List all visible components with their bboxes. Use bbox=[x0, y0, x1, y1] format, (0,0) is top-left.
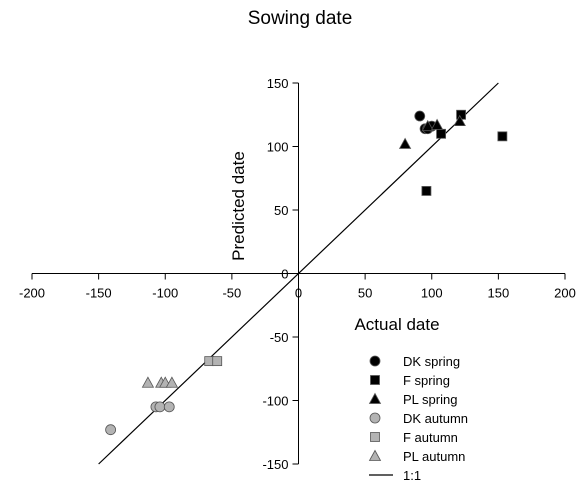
x-tick-label: -100 bbox=[152, 286, 178, 301]
x-axis-label: Actual date bbox=[354, 315, 439, 334]
legend: DK spring F spring PL spring DK autumn F aut… bbox=[368, 354, 468, 483]
y-tick-label: 100 bbox=[267, 140, 289, 155]
reference-line-group bbox=[98, 82, 499, 465]
y-tick-label: -150 bbox=[262, 457, 288, 472]
legend-label-dk-spring: DK spring bbox=[403, 354, 460, 369]
pl-autumn-point bbox=[165, 376, 179, 388]
x-tick-label: -50 bbox=[222, 286, 241, 301]
one-to-one-line bbox=[98, 82, 499, 465]
legend-marker-f-spring bbox=[370, 375, 380, 385]
x-tick-label: 100 bbox=[421, 286, 443, 301]
y-tick-label: 150 bbox=[267, 76, 289, 91]
legend-label-f-autumn: F autumn bbox=[403, 430, 458, 445]
f-spring-point bbox=[497, 131, 508, 142]
f-spring-point bbox=[421, 186, 432, 196]
legend-label-f-spring: F spring bbox=[403, 373, 450, 388]
legend-label-pl-spring: PL spring bbox=[403, 392, 457, 407]
chart-title: Sowing date bbox=[248, 8, 353, 29]
legend-marker-pl-autumn bbox=[368, 449, 382, 461]
x-tick-label: 0 bbox=[295, 286, 302, 301]
y-tick-label: 0 bbox=[281, 267, 288, 282]
y-axis-label: Predicted date bbox=[229, 151, 248, 261]
dk-autumn-point bbox=[105, 424, 117, 436]
legend-label-pl-autumn: PL autumn bbox=[403, 449, 465, 464]
pl-spring-point bbox=[453, 114, 466, 126]
data-points bbox=[105, 109, 508, 436]
x-tick-label: 50 bbox=[358, 286, 372, 301]
f-autumn-point bbox=[212, 356, 223, 367]
legend-label-one-to-one: 1:1 bbox=[403, 468, 421, 483]
x-tick-label: 150 bbox=[488, 286, 510, 301]
legend-marker-pl-spring bbox=[368, 392, 382, 404]
pl-autumn-point bbox=[141, 376, 155, 388]
dk-spring-point bbox=[414, 110, 426, 122]
pl-spring-point bbox=[398, 137, 412, 149]
axes: -200 -150 -100 -50 0 50 100 150 200 -150 -100 -50 0 5… bbox=[19, 76, 576, 472]
legend-marker-dk-spring bbox=[369, 355, 381, 367]
legend-marker-f-autumn bbox=[370, 432, 380, 442]
x-tick-label: 200 bbox=[554, 286, 576, 301]
dk-autumn-point bbox=[154, 401, 166, 413]
f-spring-point bbox=[436, 128, 446, 139]
dk-autumn-point bbox=[163, 401, 175, 413]
pl-spring-point bbox=[430, 118, 444, 130]
legend-marker-dk-autumn bbox=[369, 412, 381, 424]
x-tick-label: -200 bbox=[19, 286, 45, 301]
y-tick-label: -50 bbox=[270, 330, 289, 345]
pl-spring-point bbox=[421, 119, 434, 132]
legend-label-dk-autumn: DK autumn bbox=[403, 411, 468, 426]
y-tick-label: -100 bbox=[262, 394, 288, 409]
y-tick-label: 50 bbox=[274, 203, 288, 218]
x-tick-label: -150 bbox=[86, 286, 112, 301]
